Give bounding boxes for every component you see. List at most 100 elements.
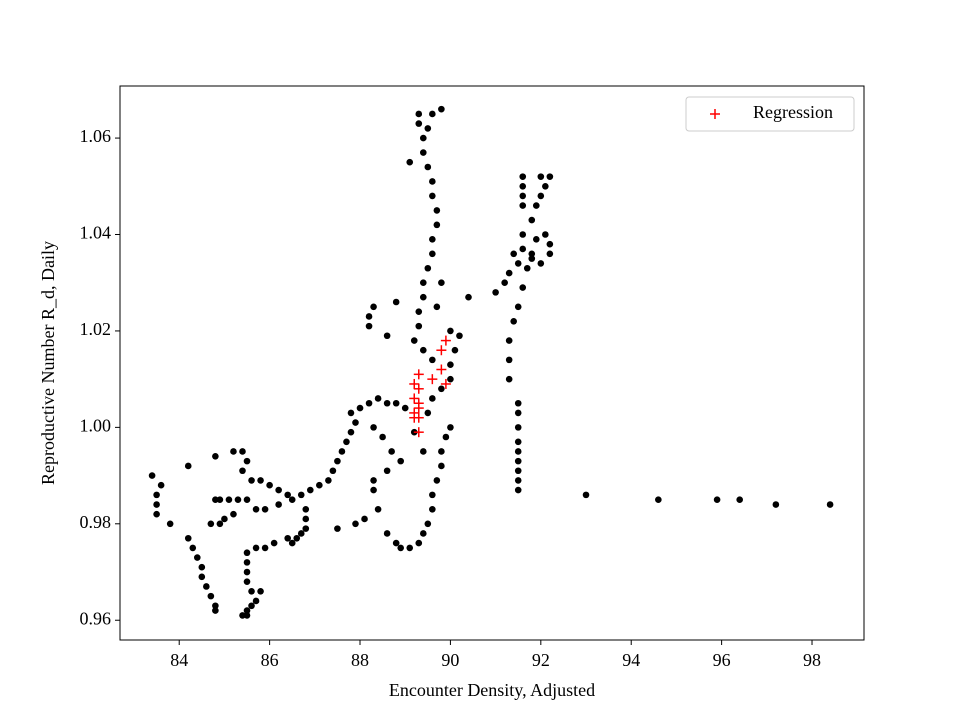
x-tick-label: 96 <box>713 650 731 670</box>
point <box>542 231 549 238</box>
point <box>413 369 424 380</box>
point <box>153 510 160 518</box>
y-tick-label: 1.00 <box>80 415 112 435</box>
point <box>429 250 436 258</box>
point <box>442 433 450 441</box>
point <box>419 448 427 455</box>
point <box>243 578 251 585</box>
point <box>239 612 246 619</box>
point <box>429 192 436 200</box>
point <box>316 481 323 489</box>
legend-box <box>685 96 855 132</box>
point <box>826 501 834 508</box>
point <box>519 182 527 190</box>
point <box>514 457 522 465</box>
legend-label: Regression <box>753 102 833 122</box>
point <box>370 303 377 311</box>
point <box>302 525 310 532</box>
point <box>225 496 233 503</box>
point <box>293 534 301 542</box>
x-tick-label: 88 <box>351 650 369 670</box>
y-tick-label: 1.06 <box>80 126 112 146</box>
point <box>415 308 423 315</box>
point <box>370 424 377 431</box>
point <box>419 346 427 354</box>
x-tick-label: 90 <box>441 650 459 670</box>
point <box>537 192 545 200</box>
point <box>523 264 531 272</box>
point <box>427 374 438 385</box>
point <box>306 486 314 494</box>
point <box>438 105 445 113</box>
point <box>392 399 400 407</box>
point <box>419 293 427 301</box>
point <box>419 279 427 287</box>
point <box>492 289 499 296</box>
point <box>243 457 251 465</box>
point <box>433 221 441 229</box>
point <box>429 178 436 185</box>
point <box>429 356 436 364</box>
point <box>388 448 395 455</box>
point <box>365 399 373 407</box>
point <box>230 510 237 518</box>
x-tick-label: 94 <box>622 650 640 670</box>
point <box>257 477 264 484</box>
point <box>356 404 364 412</box>
point <box>392 539 400 547</box>
point <box>415 120 423 127</box>
y-tick-label: 1.04 <box>80 223 112 243</box>
point <box>546 250 554 258</box>
point <box>438 462 445 470</box>
point <box>424 520 432 528</box>
point <box>514 409 522 417</box>
point <box>370 486 377 494</box>
point <box>433 207 441 214</box>
point <box>546 240 554 248</box>
point <box>248 602 255 610</box>
point <box>193 554 201 561</box>
point <box>243 559 251 566</box>
point <box>284 534 291 542</box>
point <box>440 378 451 389</box>
point <box>429 395 436 402</box>
point <box>392 298 400 306</box>
point <box>436 345 447 356</box>
point <box>528 255 536 262</box>
point <box>424 409 432 417</box>
point <box>736 496 743 503</box>
point <box>447 327 454 335</box>
point <box>243 607 251 614</box>
point <box>248 477 255 484</box>
point <box>216 520 224 528</box>
point <box>532 236 540 243</box>
point <box>772 501 780 508</box>
point <box>198 563 206 571</box>
point <box>537 173 545 180</box>
point <box>189 544 197 552</box>
point <box>352 520 359 528</box>
point <box>514 438 522 446</box>
point <box>397 457 404 465</box>
point <box>379 433 386 441</box>
point <box>288 496 296 503</box>
point <box>203 583 210 590</box>
x-tick-label: 98 <box>803 650 821 670</box>
point <box>505 375 513 383</box>
point <box>413 427 424 438</box>
point <box>519 245 527 253</box>
point <box>433 303 441 311</box>
point <box>510 250 517 258</box>
point <box>230 448 237 455</box>
point <box>582 491 590 499</box>
point <box>275 501 282 508</box>
point <box>514 424 522 431</box>
point <box>248 588 255 595</box>
x-tick-label: 84 <box>170 650 188 670</box>
point <box>409 412 420 423</box>
point <box>234 496 242 503</box>
point <box>374 506 382 513</box>
point <box>413 383 424 394</box>
point <box>383 399 391 407</box>
